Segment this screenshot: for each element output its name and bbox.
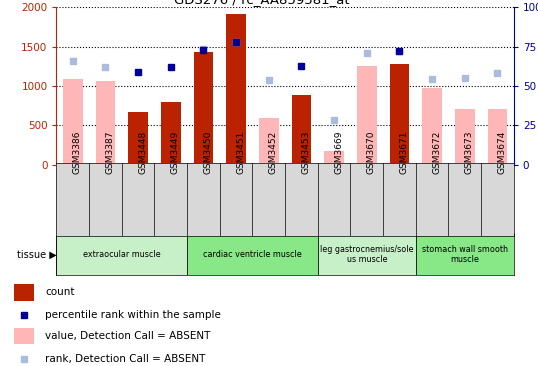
Text: cardiac ventricle muscle: cardiac ventricle muscle <box>203 250 302 259</box>
Text: GSM3672: GSM3672 <box>432 130 441 174</box>
Text: GSM3670: GSM3670 <box>367 130 376 174</box>
Bar <box>324 150 344 165</box>
Text: count: count <box>45 287 75 298</box>
Text: extraocular muscle: extraocular muscle <box>83 250 161 259</box>
Bar <box>63 79 83 165</box>
Text: GSM3451: GSM3451 <box>236 130 245 174</box>
Text: stomach wall smooth
muscle: stomach wall smooth muscle <box>422 244 508 264</box>
Text: GSM3673: GSM3673 <box>465 130 474 174</box>
Bar <box>487 109 507 165</box>
Bar <box>416 234 514 274</box>
Text: GSM3387: GSM3387 <box>105 130 115 174</box>
Bar <box>187 234 318 274</box>
Title: GDS276 / rc_AA859581_at: GDS276 / rc_AA859581_at <box>174 0 350 6</box>
Text: GSM3453: GSM3453 <box>301 130 310 174</box>
Bar <box>161 102 181 165</box>
Bar <box>357 66 377 165</box>
Bar <box>390 64 409 165</box>
Bar <box>259 118 279 165</box>
Text: GSM3449: GSM3449 <box>171 131 180 174</box>
Bar <box>194 52 213 165</box>
Text: GSM3452: GSM3452 <box>269 131 278 174</box>
Bar <box>292 96 312 165</box>
Text: GSM3386: GSM3386 <box>73 130 82 174</box>
Bar <box>318 234 416 274</box>
Bar <box>422 88 442 165</box>
Bar <box>129 112 148 165</box>
Bar <box>455 109 475 165</box>
Text: GSM3674: GSM3674 <box>498 130 506 174</box>
Bar <box>15 328 33 344</box>
Text: GSM3448: GSM3448 <box>138 131 147 174</box>
Text: leg gastrocnemius/sole
us muscle: leg gastrocnemius/sole us muscle <box>320 244 414 264</box>
Text: GSM3671: GSM3671 <box>399 130 408 174</box>
Text: GSM3450: GSM3450 <box>203 130 213 174</box>
Text: rank, Detection Call = ABSENT: rank, Detection Call = ABSENT <box>45 354 206 364</box>
Text: value, Detection Call = ABSENT: value, Detection Call = ABSENT <box>45 331 211 341</box>
Text: GSM3669: GSM3669 <box>334 130 343 174</box>
Bar <box>96 81 115 165</box>
Bar <box>56 234 187 274</box>
Text: percentile rank within the sample: percentile rank within the sample <box>45 310 221 320</box>
Bar <box>226 14 246 165</box>
Bar <box>15 284 33 300</box>
Text: tissue ▶: tissue ▶ <box>17 249 56 259</box>
